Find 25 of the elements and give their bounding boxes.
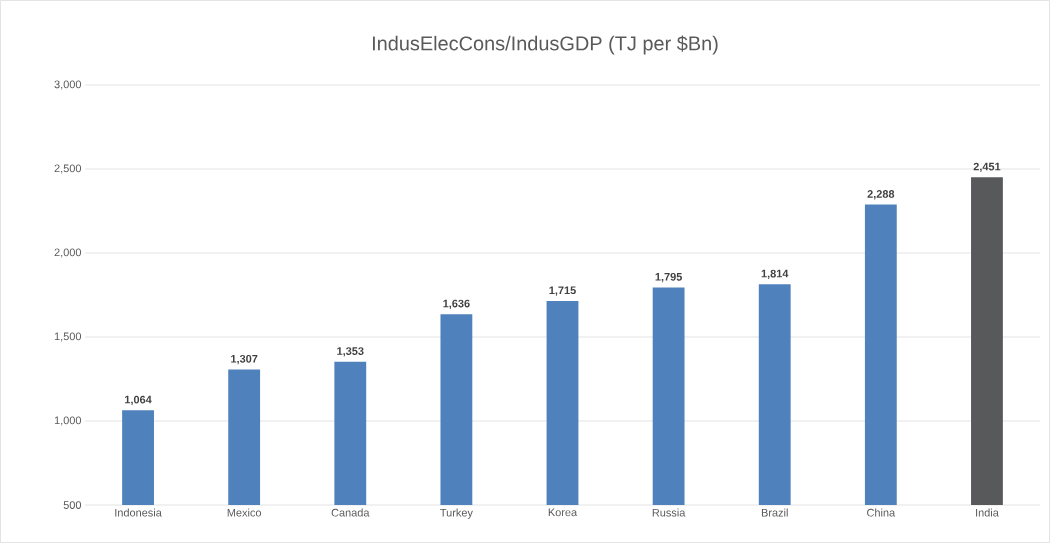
x-tick-label: Indonesia: [115, 508, 162, 517]
y-tick-label: 1,000: [54, 416, 82, 426]
y-tick-label: 3,000: [54, 80, 82, 90]
y-tick-label: 2,500: [54, 164, 82, 174]
x-tick-label: Mexico: [227, 508, 262, 517]
data-label: 2,451: [973, 162, 1001, 173]
x-tick-label: Turkey: [440, 508, 473, 519]
chart-title: IndusElecCons/IndusGDP (TJ per $Bn): [372, 35, 718, 55]
data-label: 1,307: [231, 354, 258, 365]
data-label: 1,353: [337, 347, 364, 357]
x-tick-label: Russia: [652, 508, 686, 517]
y-tick-label: 2,000: [54, 248, 82, 258]
x-tick-label: Brazil: [761, 508, 788, 517]
y-tick-label: 500: [63, 501, 82, 509]
data-label: 1,636: [443, 299, 470, 309]
y-tick-label: 1,500: [54, 332, 82, 342]
data-label: 1,064: [125, 395, 152, 406]
data-label: 1,795: [655, 272, 683, 283]
data-label: 2,288: [867, 190, 895, 200]
x-tick-label: Korea: [548, 508, 578, 517]
x-tick-label: Canada: [331, 508, 370, 517]
data-label: 1,715: [549, 286, 576, 296]
data-label: 1,814: [761, 269, 789, 280]
x-tick-label: China: [867, 508, 896, 517]
x-tick-label: India: [976, 508, 999, 517]
